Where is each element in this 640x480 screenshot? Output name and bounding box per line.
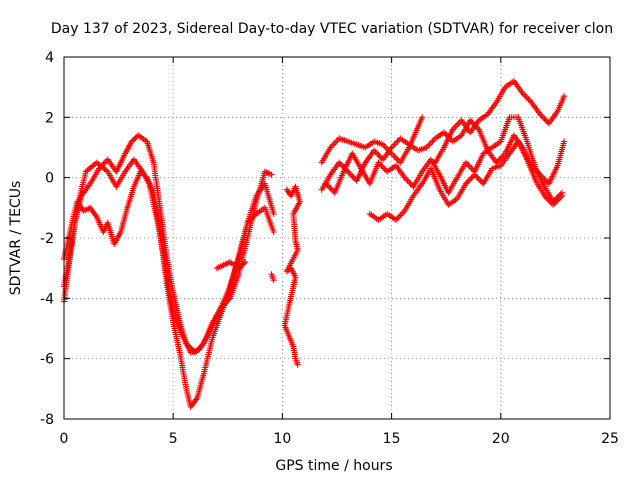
data-point — [406, 179, 413, 186]
data-point — [554, 197, 561, 204]
data-point — [540, 114, 546, 121]
data-point — [561, 93, 568, 100]
x-tick-label: 25 — [601, 431, 619, 447]
data-markers — [61, 78, 568, 410]
data-point — [294, 361, 301, 368]
series-track-3 — [61, 168, 277, 410]
x-axis-label: GPS time / hours — [275, 458, 392, 474]
series-track-8 — [323, 114, 565, 205]
data-point — [142, 173, 149, 180]
data-point — [331, 140, 338, 146]
data-point — [270, 210, 277, 217]
data-point — [393, 155, 399, 162]
data-point — [476, 176, 482, 183]
data-point — [268, 171, 275, 178]
data-point — [468, 165, 475, 172]
data-point — [538, 112, 545, 119]
data-point — [467, 164, 474, 171]
y-tick-label: 2 — [45, 110, 54, 126]
data-point — [561, 138, 568, 145]
data-point — [242, 259, 249, 266]
data-point — [327, 185, 334, 192]
data-point — [524, 94, 530, 101]
data-point — [452, 123, 459, 130]
x-tick-label: 20 — [492, 431, 510, 447]
x-tick-label: 0 — [60, 431, 69, 447]
data-point — [473, 173, 479, 180]
data-point — [455, 120, 462, 127]
data-point — [477, 177, 484, 184]
data-point — [557, 194, 564, 201]
data-point — [442, 130, 449, 137]
data-point — [468, 174, 475, 181]
y-tick-label: -6 — [40, 352, 54, 368]
data-point — [465, 177, 472, 184]
y-tick-label: -8 — [40, 412, 54, 428]
x-tick-label: 15 — [383, 431, 401, 447]
data-point — [394, 156, 401, 163]
data-point — [378, 162, 385, 169]
y-axis-label: SDTVAR / TECUs — [8, 181, 24, 296]
data-point — [241, 260, 247, 267]
y-tick-label: 4 — [45, 50, 54, 66]
data-point — [403, 176, 410, 183]
x-tick-label: 5 — [169, 431, 178, 447]
data-point — [398, 210, 405, 217]
y-tick-label: 0 — [45, 171, 54, 187]
series-track-9 — [366, 138, 565, 223]
data-point — [521, 91, 528, 98]
chart-title: Day 137 of 2023, Sidereal Day-to-day VTE… — [51, 21, 613, 37]
data-point — [374, 150, 380, 157]
data-point — [454, 121, 461, 128]
grid-lines — [64, 57, 610, 419]
data-point — [350, 174, 357, 181]
data-point — [471, 171, 478, 178]
data-point — [349, 173, 356, 180]
data-point — [390, 143, 397, 149]
data-point — [559, 192, 565, 199]
y-tick-label: -2 — [40, 231, 54, 247]
y-tick-label: -4 — [40, 291, 54, 307]
data-point — [467, 176, 474, 183]
x-tick-label: 10 — [273, 431, 291, 447]
data-point — [550, 201, 557, 208]
data-point — [541, 115, 548, 122]
data-point — [270, 277, 277, 284]
data-point — [397, 212, 404, 219]
data-point — [393, 140, 399, 146]
series-track-5 — [268, 183, 303, 368]
series-track-10 — [432, 78, 568, 166]
data-point — [404, 177, 411, 184]
series-track-4 — [213, 259, 249, 272]
data-point — [426, 141, 433, 148]
data-point — [394, 215, 401, 222]
data-point — [391, 141, 398, 148]
data-point — [328, 186, 335, 193]
data-point — [270, 229, 277, 235]
data-point — [330, 141, 337, 148]
data-point — [525, 96, 532, 103]
data-point — [419, 114, 426, 121]
data-point — [427, 140, 434, 146]
data-point — [465, 162, 472, 169]
data-point — [429, 138, 436, 145]
data-point — [407, 180, 414, 187]
axis-ticks: 0 5 10 15 20 25 -8 -6 -4 -2 0 2 4 — [40, 50, 619, 447]
data-point — [379, 164, 386, 171]
data-point — [556, 195, 562, 202]
data-point — [474, 174, 481, 181]
data-point — [522, 93, 529, 100]
